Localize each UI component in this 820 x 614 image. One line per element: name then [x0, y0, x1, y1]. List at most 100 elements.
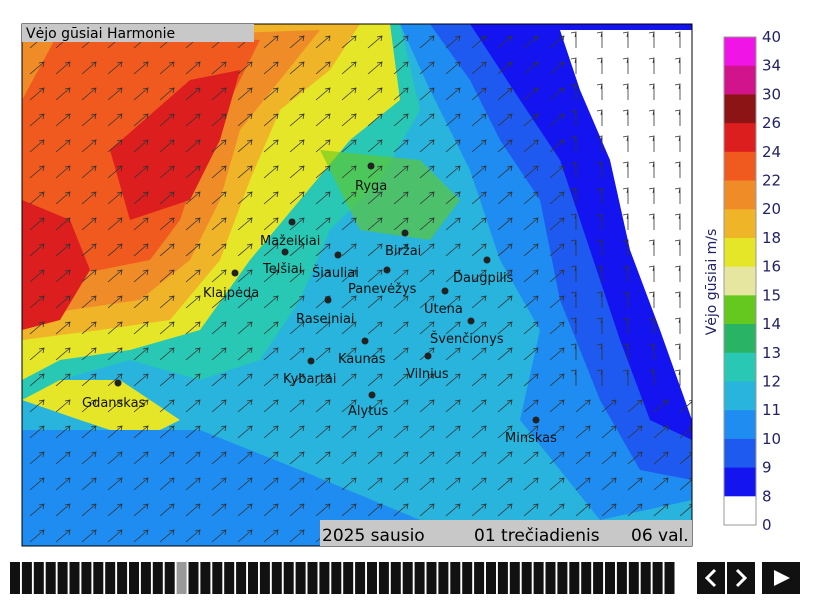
timeline-step[interactable]	[605, 562, 615, 594]
wind-arrow	[263, 399, 279, 413]
wind-arrow	[211, 139, 227, 153]
wind-arrow	[419, 477, 435, 491]
timeline-step[interactable]	[248, 562, 258, 594]
timeline-step[interactable]	[117, 562, 128, 594]
wind-arrow	[648, 57, 655, 74]
wind-arrow	[471, 165, 487, 179]
timeline-step[interactable]	[367, 562, 377, 594]
timeline-step[interactable]	[69, 562, 80, 594]
timeline-step[interactable]	[545, 562, 556, 594]
wind-arrow	[471, 35, 487, 49]
timeline-step[interactable]	[331, 562, 342, 594]
timeline-step[interactable]	[581, 562, 592, 594]
timeline-step[interactable]	[402, 562, 413, 594]
wind-arrow	[237, 61, 253, 75]
timeline-step[interactable]	[640, 562, 651, 594]
wind-arrow	[367, 373, 383, 387]
wind-arrow	[289, 295, 305, 309]
wind-arrow	[341, 113, 357, 127]
timeline-step[interactable]	[390, 562, 401, 594]
timeline-step[interactable]	[628, 562, 639, 594]
wind-arrow	[648, 369, 655, 386]
wind-arrow	[393, 165, 409, 179]
timeline-step[interactable]	[355, 562, 366, 594]
wind-arrow	[107, 503, 123, 517]
timeline-step[interactable]	[140, 562, 151, 594]
timeline-step[interactable]	[10, 562, 20, 594]
timeline-step[interactable]	[236, 562, 247, 594]
wind-arrow	[622, 369, 629, 386]
timeline-step[interactable]	[533, 562, 544, 594]
timeline-step[interactable]	[450, 562, 461, 594]
wind-arrow	[653, 399, 669, 413]
wind-arrow	[185, 425, 201, 439]
wind-arrow	[549, 477, 565, 491]
wind-arrow	[315, 139, 331, 153]
prev-button[interactable]	[697, 562, 725, 594]
timeline-step[interactable]	[224, 562, 235, 594]
timeline-step[interactable]	[295, 562, 306, 594]
timeline-step[interactable]	[33, 562, 44, 594]
wind-arrow	[674, 83, 681, 100]
wind-arrow	[471, 243, 487, 257]
wind-arrow	[315, 217, 331, 231]
timeline-step[interactable]	[152, 562, 163, 594]
wind-arrow	[29, 61, 45, 75]
timeline-step[interactable]	[93, 562, 104, 594]
timeline-step[interactable]	[557, 562, 568, 594]
timeline-step[interactable]	[81, 562, 92, 594]
wind-arrow	[263, 165, 279, 179]
wind-arrow	[211, 113, 227, 127]
timeline-step[interactable]	[105, 562, 116, 594]
next-button[interactable]	[727, 562, 755, 594]
timeline-step[interactable]	[188, 562, 199, 594]
wind-arrow	[159, 399, 175, 413]
wind-arrow	[445, 113, 461, 127]
timeline-step[interactable]	[664, 562, 675, 594]
wind-arrow	[133, 191, 149, 205]
timeline-step[interactable]	[509, 562, 520, 594]
timeline-step[interactable]	[462, 562, 473, 594]
timeline-step[interactable]	[343, 562, 354, 594]
timeline-step[interactable]	[486, 562, 496, 594]
timeline-step[interactable]	[616, 562, 627, 594]
wind-arrow	[523, 399, 539, 413]
wind-arrow	[622, 161, 629, 178]
timeline-step[interactable]	[474, 562, 485, 594]
timeline-step[interactable]	[569, 562, 580, 594]
wind-arrow	[107, 243, 123, 257]
wind-arrow	[674, 239, 681, 256]
wind-arrow	[601, 451, 617, 465]
play-button[interactable]	[762, 562, 800, 594]
timeline-step[interactable]	[176, 562, 187, 594]
wind-arrow	[159, 243, 175, 257]
timeline-step[interactable]	[164, 562, 175, 594]
timeline-step[interactable]	[259, 562, 270, 594]
wind-arrow	[29, 425, 45, 439]
timeline-step[interactable]	[438, 562, 449, 594]
timeline-step[interactable]	[521, 562, 532, 594]
timeline-step[interactable]	[307, 562, 318, 594]
timeline-step[interactable]	[426, 562, 437, 594]
timeline-step[interactable]	[212, 562, 223, 594]
timeline-step[interactable]	[200, 562, 211, 594]
timeline-step[interactable]	[57, 562, 68, 594]
timeline-step[interactable]	[497, 562, 508, 594]
wind-arrow	[185, 503, 201, 517]
timeline-step[interactable]	[271, 562, 282, 594]
wind-arrow	[549, 295, 565, 309]
timeline-step[interactable]	[652, 562, 663, 594]
timeline-step[interactable]	[283, 562, 294, 594]
wind-arrow	[596, 317, 603, 334]
wind-arrow	[523, 61, 539, 75]
wind-arrow	[133, 217, 149, 231]
wind-arrow	[341, 373, 357, 387]
timeline-step[interactable]	[45, 562, 56, 594]
timeline-step[interactable]	[378, 562, 389, 594]
timeline-step[interactable]	[129, 562, 139, 594]
timeline-step[interactable]	[319, 562, 330, 594]
timeline-step[interactable]	[21, 562, 32, 594]
timeline-step[interactable]	[593, 562, 604, 594]
timeline-step[interactable]	[414, 562, 425, 594]
